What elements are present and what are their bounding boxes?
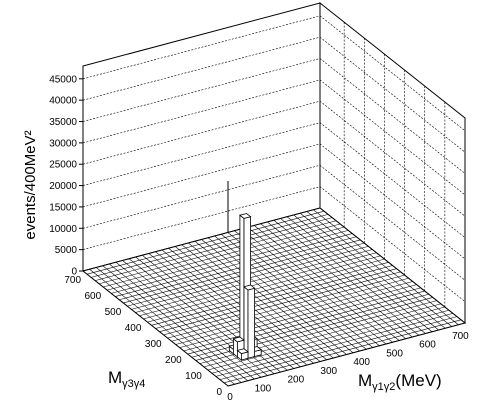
wall-gridline — [82, 164, 466, 281]
floor-gridline-y — [147, 258, 385, 323]
tick-labels: 0500010000150002000025000300003500040000… — [49, 66, 469, 403]
wall-gridline — [82, 15, 466, 132]
y-tick-label: 0 — [216, 387, 222, 398]
floor-gridline-y — [119, 236, 357, 301]
z-tick-label: 25000 — [49, 160, 77, 171]
x-tick-label: 0 — [227, 392, 233, 403]
floor-gridline-y — [179, 284, 417, 348]
x-axis-title: Mγ1γ2(MeV) — [358, 371, 442, 393]
x-tick-label: 200 — [287, 375, 304, 386]
wall-gridline — [82, 58, 466, 174]
floor-gridline-y — [163, 271, 401, 336]
floor-gridline-y — [143, 255, 381, 320]
bar-face-right — [247, 287, 256, 359]
x-tick-label: 400 — [353, 357, 370, 368]
floor-gridline-y — [175, 281, 413, 345]
wall-gridline — [82, 122, 466, 238]
y-tick-label: 500 — [105, 307, 122, 318]
floor-gridline-y — [155, 265, 393, 329]
wall-gridline — [82, 186, 466, 302]
x-axis-title-main: M — [358, 371, 372, 390]
floor-gridline-y — [95, 217, 333, 281]
floor-gridline-y — [187, 290, 425, 355]
y-axis-title: Mγ3γ4 — [108, 368, 145, 390]
bar-face-left — [243, 285, 249, 360]
x-axis-title-unit: (MeV) — [395, 371, 441, 390]
z-axis-title: events/400MeV² — [22, 130, 39, 239]
floor-gridline-y — [219, 316, 458, 380]
floor-gridline-y — [103, 223, 341, 288]
y-tick-label: 400 — [125, 323, 142, 334]
bar-face-top — [243, 284, 256, 291]
floor-gridline-y — [139, 252, 377, 316]
histogram-bar — [236, 348, 249, 361]
y-tick-label: 300 — [145, 339, 162, 350]
floor-gridline-y — [167, 274, 405, 339]
floor-gridline-y — [115, 233, 353, 297]
floor-gridline-y — [82, 207, 321, 272]
z-tick-label: 15000 — [49, 202, 77, 213]
z-tick-label: 0 — [71, 267, 77, 278]
y-tick-label: 200 — [165, 355, 182, 366]
z-tick-label: 45000 — [49, 74, 77, 85]
z-tick-label: 40000 — [49, 96, 77, 107]
floor-grid — [81, 207, 467, 387]
wall-gridline — [82, 100, 466, 217]
bar-face-top — [232, 336, 245, 343]
bar-face-top — [239, 213, 252, 219]
z-tick-label: 5000 — [55, 245, 78, 256]
y-tick-label: 600 — [84, 291, 101, 302]
x-tick-label: 300 — [320, 366, 337, 377]
x-tick-label: 500 — [386, 348, 403, 359]
wall-gridline — [82, 143, 466, 260]
floor-gridline-y — [211, 309, 449, 374]
plot-box — [82, 1, 466, 386]
floor-gridline-y — [151, 262, 389, 326]
z-tick-label: 20000 — [49, 181, 77, 192]
floor-gridline-y — [171, 278, 409, 342]
floor-gridline-y — [183, 287, 421, 352]
x-tick-label: 100 — [255, 383, 272, 394]
histogram-bars — [228, 213, 263, 361]
z-tick-label: 35000 — [49, 117, 77, 128]
floor-gridline-y — [227, 322, 466, 387]
wall-gridline — [82, 79, 466, 196]
floor-gridline-y — [159, 268, 397, 332]
x-tick-label: 700 — [452, 331, 469, 342]
bar-face-top — [236, 348, 249, 355]
histogram-bar — [232, 336, 245, 358]
x-tick-label: 600 — [419, 340, 436, 351]
floor-gridline-y — [111, 230, 349, 294]
y-tick-label: 100 — [185, 371, 202, 382]
floor-gridline-y — [135, 249, 373, 313]
z-tick-label: 10000 — [49, 224, 77, 235]
wall-gridline — [82, 36, 466, 153]
z-tick-label: 30000 — [49, 138, 77, 149]
floor-gridline-y — [99, 220, 337, 285]
x-axis-title-sub: γ1γ2 — [372, 381, 395, 393]
floor-gridline-y — [223, 319, 462, 384]
floor-gridline-y — [86, 210, 325, 275]
histogram-bar — [243, 284, 256, 360]
y-axis-title-main: M — [108, 368, 122, 387]
floor-gridline-y — [215, 313, 453, 377]
bar-face-left — [239, 214, 245, 356]
y-axis-title-sub: γ3γ4 — [122, 378, 145, 390]
floor-gridline-y — [207, 306, 445, 371]
floor-gridline-y — [90, 214, 329, 278]
y-tick-label: 700 — [64, 275, 81, 286]
floor-gridline-y — [107, 226, 345, 291]
